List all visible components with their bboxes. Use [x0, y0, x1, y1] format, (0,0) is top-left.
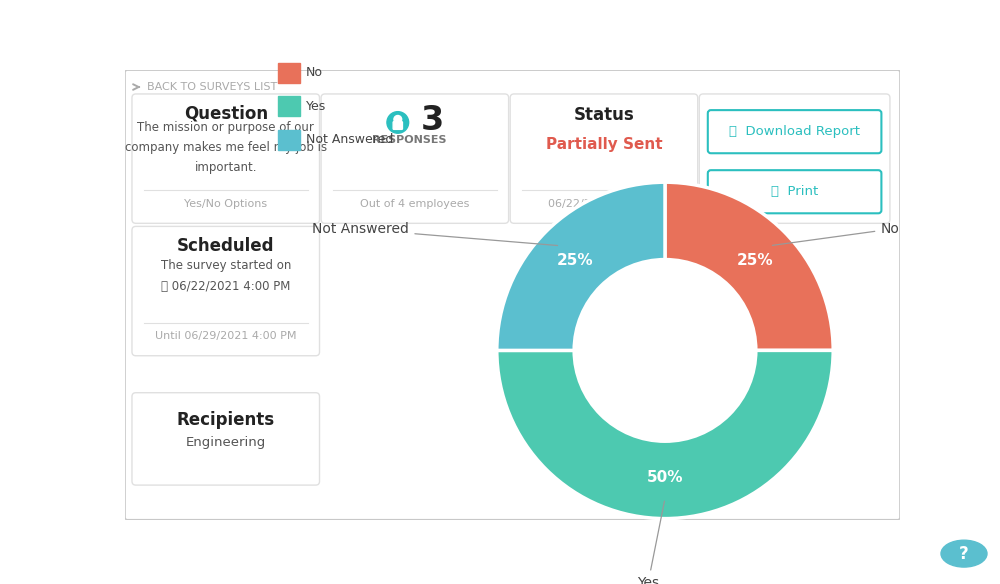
FancyBboxPatch shape	[321, 94, 509, 223]
Text: Until 06/29/2021 4:00 PM: Until 06/29/2021 4:00 PM	[155, 332, 296, 342]
Text: Not Answered: Not Answered	[312, 223, 558, 245]
Text: 06/22/2021 4:00 PM: 06/22/2021 4:00 PM	[548, 199, 660, 209]
Text: No: No	[306, 67, 323, 79]
FancyBboxPatch shape	[132, 227, 320, 356]
Wedge shape	[497, 350, 833, 519]
Text: 50%: 50%	[647, 470, 683, 485]
FancyBboxPatch shape	[708, 170, 881, 213]
Text: Recipients: Recipients	[177, 411, 275, 429]
FancyBboxPatch shape	[393, 121, 402, 130]
Text: Status: Status	[574, 106, 634, 124]
Text: ⤓  Download Report: ⤓ Download Report	[729, 125, 860, 138]
Text: Not Answered: Not Answered	[306, 133, 393, 146]
FancyBboxPatch shape	[125, 70, 900, 520]
Text: Scheduled: Scheduled	[177, 237, 274, 255]
Text: Yes: Yes	[306, 100, 326, 113]
FancyBboxPatch shape	[510, 94, 698, 223]
FancyBboxPatch shape	[132, 94, 320, 223]
Circle shape	[387, 112, 409, 133]
Text: BACK TO SURVEYS LIST: BACK TO SURVEYS LIST	[147, 82, 277, 92]
FancyBboxPatch shape	[699, 94, 890, 223]
Text: Out of 4 employees: Out of 4 employees	[360, 199, 470, 209]
Wedge shape	[665, 182, 833, 350]
Text: RESPONSES: RESPONSES	[372, 135, 447, 145]
Text: 🖨  Print: 🖨 Print	[771, 185, 818, 198]
Wedge shape	[497, 182, 665, 350]
Text: The survey started on
📅 06/22/2021 4:00 PM: The survey started on 📅 06/22/2021 4:00 …	[161, 259, 291, 293]
FancyBboxPatch shape	[132, 392, 320, 485]
Text: 25%: 25%	[557, 253, 594, 268]
Text: ?: ?	[959, 545, 969, 562]
Text: Yes: Yes	[637, 501, 664, 584]
Text: Yes/No Options: Yes/No Options	[184, 199, 267, 209]
Text: 3: 3	[421, 105, 444, 137]
Circle shape	[394, 116, 402, 123]
FancyBboxPatch shape	[708, 110, 881, 153]
Text: Engineering: Engineering	[186, 436, 266, 449]
Text: Question: Question	[184, 104, 268, 122]
Text: Partially Sent: Partially Sent	[546, 137, 662, 151]
Text: No: No	[772, 223, 899, 245]
Text: 25%: 25%	[736, 253, 773, 268]
Text: The mission or purpose of our
company makes me feel my job is
important.: The mission or purpose of our company ma…	[125, 121, 327, 175]
